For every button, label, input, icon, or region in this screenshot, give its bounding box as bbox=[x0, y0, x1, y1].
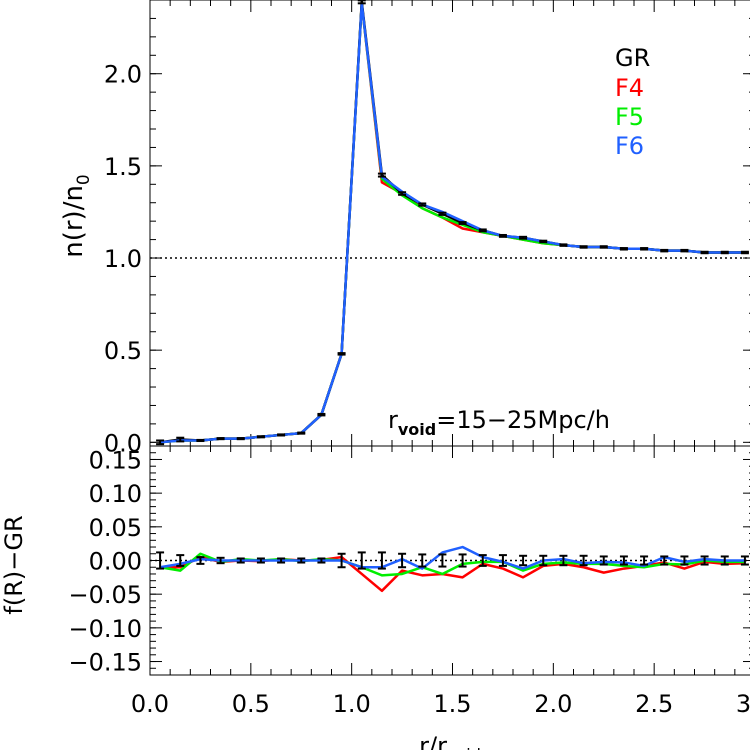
top-ylabel-main: n(r)/n bbox=[59, 185, 89, 258]
ytick-label: 0.05 bbox=[89, 514, 142, 542]
xlabel-main: r/r bbox=[419, 732, 447, 750]
ytick-label: −0.15 bbox=[68, 649, 142, 677]
ytick-label: 0.10 bbox=[89, 480, 142, 508]
top-panel-error-bars bbox=[156, 0, 749, 446]
annotation-text: =15−25Mpc/h bbox=[436, 406, 610, 434]
xtick-label: 0.5 bbox=[232, 690, 270, 718]
annotation-main: r bbox=[388, 406, 398, 434]
legend-entry-f6: F6 bbox=[615, 132, 644, 160]
ytick-label: −0.10 bbox=[68, 615, 142, 643]
ytick-label: 1.5 bbox=[104, 153, 142, 181]
bottom-panel-xlabel: r/rvoid bbox=[419, 732, 481, 750]
ytick-label: 0.15 bbox=[89, 446, 142, 474]
bottom-panel-frame bbox=[149, 445, 750, 676]
xtick-label: 2.5 bbox=[635, 690, 673, 718]
xtick-label: 2.0 bbox=[534, 690, 572, 718]
ytick-label: 0.5 bbox=[104, 337, 142, 365]
annotation-subscript: void bbox=[398, 420, 436, 439]
ytick-label: 2.0 bbox=[104, 61, 142, 89]
ytick-label: 0.00 bbox=[89, 548, 142, 576]
legend-entry-f5: F5 bbox=[615, 103, 644, 131]
legend-entry-gr: GR bbox=[615, 44, 650, 72]
xtick-label: 1.0 bbox=[333, 690, 371, 718]
xtick-label: 1.5 bbox=[433, 690, 471, 718]
bottom-panel-ytick-labels: −0.15 −0.10 −0.05 0.00 0.05 0.10 0.15 bbox=[68, 446, 142, 676]
ytick-label: −0.05 bbox=[68, 581, 142, 609]
void-radius-annotation: rvoid=15−25Mpc/h bbox=[388, 406, 610, 439]
top-panel: 0.0 0.5 1.0 1.5 2.0 n(r)/n0 GR F4 F5 F6 rvoi… bbox=[59, 0, 750, 457]
ytick-label: 1.0 bbox=[104, 245, 142, 273]
xtick-label: 0.0 bbox=[131, 690, 169, 718]
top-panel-ticks bbox=[149, 0, 750, 446]
bottom-panel-error-bars bbox=[156, 551, 749, 570]
legend-entry-f4: F4 bbox=[615, 74, 644, 102]
bottom-panel: −0.15 −0.10 −0.05 0.00 0.05 0.10 0.15 0.0 0.5 1.… bbox=[0, 445, 750, 750]
xtick-label: 3.0 bbox=[736, 690, 750, 718]
bottom-panel-xtick-labels: 0.0 0.5 1.0 1.5 2.0 2.5 3.0 bbox=[131, 690, 750, 718]
top-panel-ytick-labels: 0.0 0.5 1.0 1.5 2.0 bbox=[104, 61, 142, 458]
legend: GR F4 F5 F6 bbox=[615, 44, 650, 160]
top-panel-ylabel: n(r)/n0 bbox=[59, 174, 94, 258]
top-ylabel-subscript: 0 bbox=[74, 174, 94, 185]
bottom-panel-ylabel: f(R)−GR bbox=[0, 515, 28, 614]
ytick-label: 0.0 bbox=[104, 429, 142, 457]
xlabel-subscript: void bbox=[447, 745, 481, 750]
